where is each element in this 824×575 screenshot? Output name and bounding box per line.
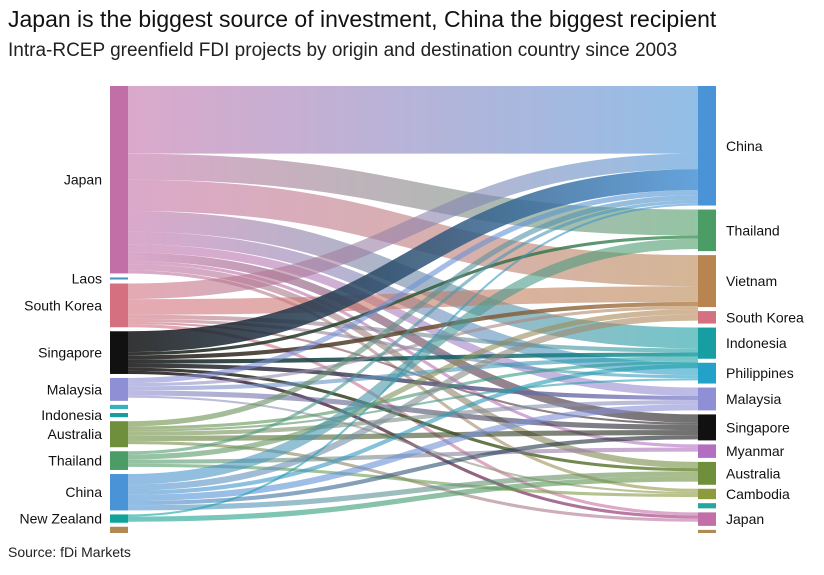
origin-label-south-korea: South Korea xyxy=(24,297,102,313)
origin-label-singapore: Singapore xyxy=(38,345,102,361)
flow-australia-to-indonesia xyxy=(127,360,699,430)
flow-thailand-to-china xyxy=(127,200,699,455)
destination-node-singapore xyxy=(698,414,716,441)
flow-new-zealand-to-australia xyxy=(127,476,699,522)
origin-label-new-zealand: New Zealand xyxy=(20,511,103,527)
destination-label-indonesia: Indonesia xyxy=(726,335,787,351)
flow-australia-to-china xyxy=(127,195,699,427)
destination-node-philippines xyxy=(698,362,716,384)
origin-node-new-zealand xyxy=(110,514,128,523)
flow-japan-to-indonesia xyxy=(127,210,699,349)
flow-australia-to-malaysia xyxy=(127,400,699,436)
origin-label-australia: Australia xyxy=(48,426,103,442)
destination-node-malaysia xyxy=(698,387,716,411)
origin-label-thailand: Thailand xyxy=(48,453,102,469)
destination-label-vietnam: Vietnam xyxy=(726,273,777,289)
chart-title: Japan is the biggest source of investmen… xyxy=(8,6,717,32)
destination-label-japan: Japan xyxy=(726,511,764,527)
destination-node-vietnam xyxy=(698,255,716,308)
origin-node-thailand xyxy=(110,451,128,470)
origin-node-singapore xyxy=(110,331,128,374)
destination-node-myanmar xyxy=(698,444,716,458)
origin-label-china: China xyxy=(65,484,102,500)
origin-node-unlabeled-5 xyxy=(110,404,128,410)
destination-label-south-korea: South Korea xyxy=(726,309,804,325)
origin-node-australia xyxy=(110,421,128,448)
destination-label-myanmar: Myanmar xyxy=(726,443,785,459)
destination-node-australia xyxy=(698,461,716,485)
flow-south-korea-to-vietnam xyxy=(127,286,699,315)
origin-label-indonesia: Indonesia xyxy=(41,407,102,423)
origin-node-unlabeled-11 xyxy=(110,526,128,533)
destination-node-unlabeled-13 xyxy=(698,529,716,533)
origin-node-japan xyxy=(110,86,128,274)
flow-malaysia-to-china xyxy=(127,189,699,384)
flow-japan-to-malaysia xyxy=(127,244,699,396)
destination-label-singapore: Singapore xyxy=(726,419,790,435)
flow-china-to-indonesia xyxy=(127,363,699,495)
flow-china-to-australia xyxy=(127,471,699,511)
flow-singapore-to-vietnam xyxy=(127,301,699,360)
destination-node-south-korea xyxy=(698,311,716,324)
origin-node-south-korea xyxy=(110,283,128,328)
flow-south-korea-to-indonesia xyxy=(127,314,699,353)
flow-china-to-vietnam xyxy=(127,314,699,491)
origin-label-laos: Laos xyxy=(72,270,102,286)
origin-node-laos xyxy=(110,277,128,280)
origin-label-malaysia: Malaysia xyxy=(47,381,102,397)
origin-node-china xyxy=(110,473,128,511)
flow-south-korea-to-china xyxy=(127,153,699,300)
source-note: Source: fDi Markets xyxy=(8,544,131,560)
destination-label-cambodia: Cambodia xyxy=(726,486,790,502)
destination-label-philippines: Philippines xyxy=(726,365,794,381)
flow-malaysia-to-singapore xyxy=(127,390,699,431)
destination-label-thailand: Thailand xyxy=(726,222,780,238)
flow-malaysia-to-cambodia xyxy=(127,395,699,494)
chart-subtitle: Intra-RCEP greenfield FDI projects by or… xyxy=(8,40,678,61)
destination-node-china xyxy=(698,86,716,206)
origin-node-malaysia xyxy=(110,377,128,401)
flow-japan-to-myanmar xyxy=(127,260,699,448)
destination-node-japan xyxy=(698,512,716,526)
flow-singapore-to-china xyxy=(127,169,699,353)
flow-new-zealand-to-china xyxy=(127,203,699,517)
origin-label-japan: Japan xyxy=(64,172,102,188)
destination-node-indonesia xyxy=(698,327,716,359)
origin-node-indonesia xyxy=(110,413,128,418)
flow-china-to-malaysia xyxy=(127,404,699,502)
destination-node-thailand xyxy=(698,209,716,252)
destination-label-malaysia: Malaysia xyxy=(726,391,781,407)
flow-thailand-to-vietnam xyxy=(127,309,699,460)
flow-singapore-to-thailand xyxy=(127,235,699,356)
destination-node-unlabeled-11 xyxy=(698,503,716,509)
flow-malaysia-to-vietnam xyxy=(127,306,699,387)
destination-node-cambodia xyxy=(698,488,716,500)
flow-japan-to-thailand xyxy=(127,153,699,236)
destination-label-australia: Australia xyxy=(726,465,781,481)
destination-label-china: China xyxy=(726,138,763,154)
flow-malaysia-to-indonesia xyxy=(127,356,699,391)
